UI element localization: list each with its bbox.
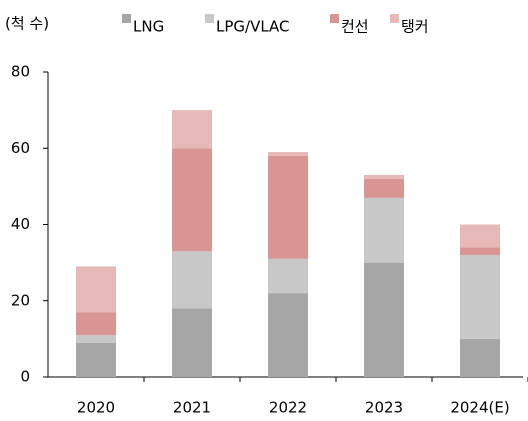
y-tick-label: 20 [11,291,30,309]
bar-segment [76,266,116,313]
bar-segment [364,174,404,179]
bar-segment [364,197,404,263]
bar-segment [268,293,308,377]
legend-label: LNG [133,18,164,36]
y-tick-label: 40 [11,215,30,233]
bar-segment [268,155,308,259]
bar-segment [172,110,212,149]
x-tick-label: 2021 [173,399,211,417]
bar-segment [364,262,404,377]
bar-segment [172,308,212,377]
y-tick-label: 0 [20,368,30,386]
bar-segment [76,335,116,343]
y-axis-label: (척 수) [5,15,49,33]
y-tick-label: 60 [11,139,30,157]
x-tick-label: 2022 [269,399,307,417]
bar-segment [172,251,212,309]
x-tick-label: 2023 [365,399,403,417]
bar-segment [76,312,116,336]
y-tick-label: 80 [11,63,30,81]
bar-segment [460,224,500,248]
bar-segment [268,152,308,156]
bar-segment [172,148,212,252]
bar-segment [460,247,500,255]
bar-segment [268,258,308,294]
bar-segment [460,255,500,339]
bar-segment [76,342,116,377]
x-tick-label: 2024(E) [450,399,509,417]
legend-swatch [330,14,339,23]
bar-segment [460,338,500,377]
legend-label: 탱커 [401,18,429,36]
legend-label: 컨선 [341,18,369,36]
legend-label: LPG/VLAC [216,18,290,36]
legend-swatch [205,14,214,23]
bar-segment [364,178,404,198]
x-tick-label: 2020 [77,399,115,417]
legend-swatch [390,14,399,23]
legend-swatch [122,14,131,23]
